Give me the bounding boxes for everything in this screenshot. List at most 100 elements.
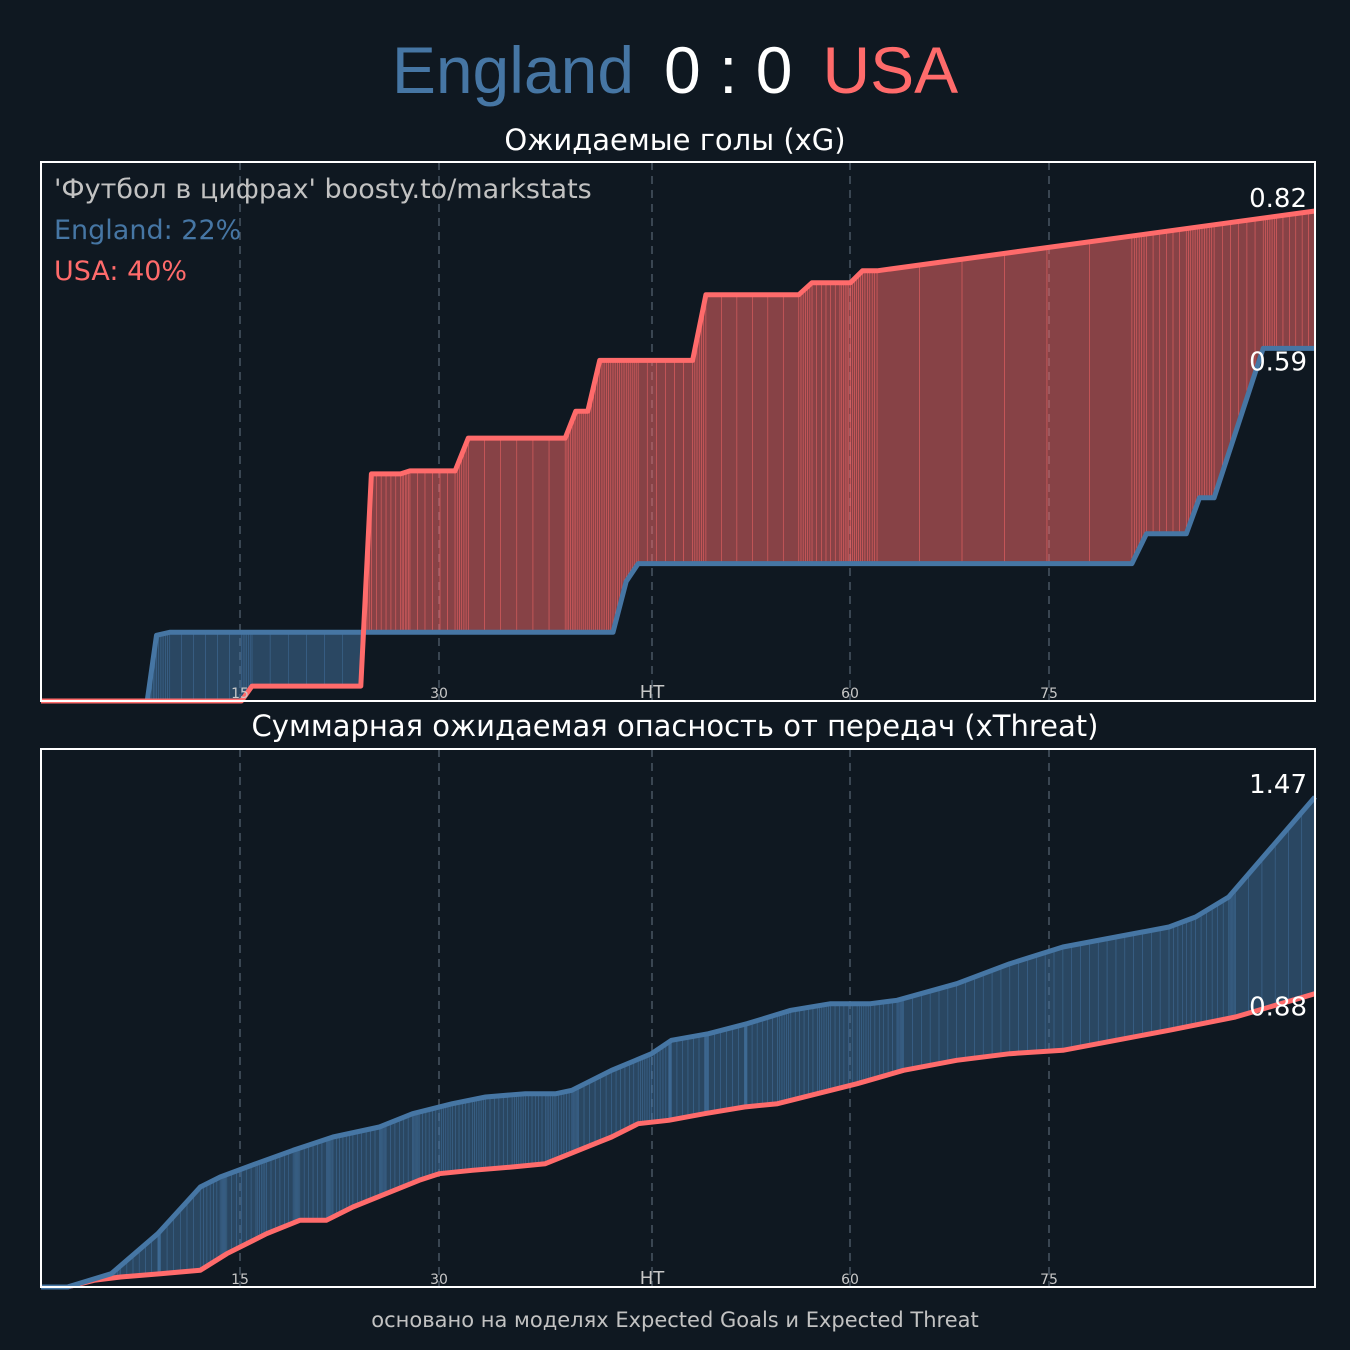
fill-between (812, 1005, 818, 1096)
fill-between (266, 1157, 272, 1235)
fill-between (1151, 928, 1161, 1035)
fill-between (1089, 939, 1099, 1046)
fill-between (956, 979, 966, 1061)
plot-frame (40, 161, 1316, 702)
fill-between (651, 1051, 655, 1123)
xg-chart-title: Ожидаемые голы (xG) (504, 123, 846, 157)
fill-between (241, 1166, 247, 1247)
fill-between (447, 1103, 451, 1174)
fill-between (1235, 873, 1249, 1018)
fill-between (514, 1094, 517, 1168)
fill-between (947, 983, 957, 1063)
fill-between (938, 985, 949, 1065)
fill-between (538, 1093, 543, 1165)
fill-between (856, 1003, 860, 1085)
fill-between (781, 1011, 785, 1103)
fill-between (788, 1009, 792, 1102)
x-tick-label: 60 (841, 1272, 859, 1288)
fill-between (644, 1055, 648, 1124)
fill-between (365, 1128, 371, 1203)
fill-between (332, 1135, 337, 1218)
fill-between (1115, 934, 1126, 1041)
fill-between (1053, 946, 1064, 1052)
fill-between (275, 1154, 281, 1231)
fill-between (462, 1100, 466, 1172)
home-team-name: England (391, 33, 635, 107)
fill-between (912, 993, 922, 1070)
fill-between (965, 976, 975, 1060)
fill-between (458, 1101, 463, 1172)
fill-between (920, 990, 931, 1068)
fill-between (558, 1092, 562, 1159)
fill-between (874, 1002, 880, 1079)
fill-between (494, 1095, 500, 1169)
fill-between (903, 995, 913, 1071)
fill-between (476, 1097, 480, 1171)
england-line (41, 345, 1315, 704)
fill-between (245, 1165, 252, 1245)
fill-between (193, 1186, 201, 1272)
x-tick-label: 60 (841, 686, 859, 702)
fill-between (821, 1004, 825, 1093)
fill-between (662, 1043, 667, 1122)
fill-between (1124, 933, 1134, 1040)
fill-between (751, 1020, 758, 1107)
fill-between (216, 1176, 221, 1261)
fill-between (1009, 960, 1019, 1054)
fill-between (865, 1003, 869, 1082)
xthreat-chart-title: Суммарная ожидаемая опасность от передач… (251, 709, 1099, 743)
fill-between (698, 1034, 705, 1116)
fill-between (352, 1131, 358, 1208)
fill-between (474, 1098, 478, 1171)
fill-between (203, 1183, 208, 1269)
fill-between (870, 1002, 876, 1081)
fill-between (779, 1012, 783, 1104)
england-share-label: England: 22% (54, 215, 241, 246)
usa-share-label: USA: 40% (54, 256, 187, 287)
fill-between (624, 1062, 630, 1131)
fill-between (483, 1096, 486, 1170)
fill-between (507, 1094, 513, 1168)
fill-between (1159, 926, 1170, 1033)
fill-between (640, 1056, 643, 1124)
fill-between (563, 1091, 567, 1157)
fill-between (541, 1093, 546, 1165)
fill-between (1027, 954, 1037, 1053)
fill-between (648, 1053, 652, 1123)
fill-between (345, 1133, 350, 1211)
fill-between (794, 1008, 800, 1100)
fill-between (568, 1089, 573, 1155)
fill-between (786, 1010, 789, 1102)
fill-between (516, 1093, 520, 1167)
fill-between (531, 1093, 536, 1166)
fill-between (485, 1096, 491, 1170)
fill-between (646, 1054, 650, 1124)
fill-between (852, 1003, 858, 1086)
fill-between (578, 1083, 585, 1151)
england-line (41, 795, 1317, 1290)
fill-between (830, 1003, 836, 1091)
fill-between (693, 1035, 700, 1117)
fill-between (659, 1045, 664, 1122)
xg-plot: 15 30 HT 60 75 0.82 0.59 'Футбол в цифрах' boos… (40, 161, 1316, 704)
fill-between (1181, 919, 1188, 1029)
match-score: 0 : 0 (664, 33, 793, 107)
fill-between (817, 1005, 820, 1095)
fill-between (1177, 921, 1183, 1029)
fill-between (1248, 857, 1263, 1014)
fill-between (370, 1127, 376, 1201)
fill-between (555, 1092, 559, 1160)
footer-note: основано на моделях Expected Goals и Exp… (371, 1308, 979, 1332)
fill-between (522, 1093, 526, 1167)
fill-between (1200, 909, 1207, 1025)
fill-between (861, 1003, 865, 1083)
fill-between (455, 1101, 460, 1173)
fill-between (374, 1126, 380, 1199)
fill-between (828, 1003, 831, 1092)
fill-between (511, 1094, 515, 1168)
fill-between (288, 1149, 294, 1226)
fill-between (772, 1013, 778, 1105)
fill-between (761, 1017, 768, 1106)
fill-between (629, 1060, 635, 1129)
fill-between (633, 1058, 639, 1127)
